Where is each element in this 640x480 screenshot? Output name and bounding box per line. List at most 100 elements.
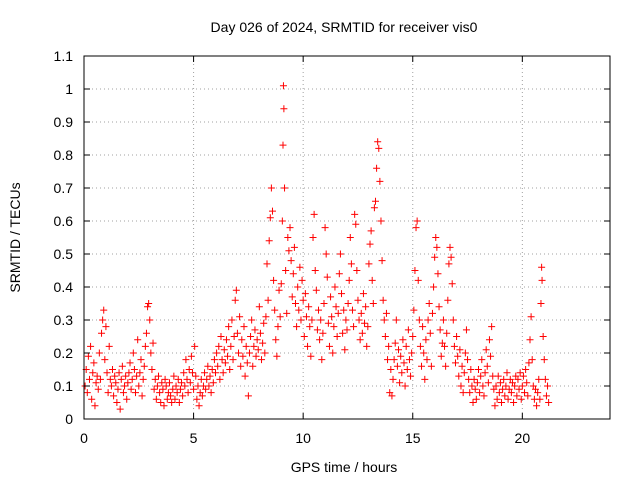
- x-tick-label: 10: [295, 430, 311, 446]
- data-point: [330, 323, 338, 331]
- data-point: [271, 306, 279, 314]
- data-point: [345, 276, 353, 284]
- data-point: [416, 342, 424, 350]
- data-point: [183, 375, 191, 383]
- data-point: [101, 356, 109, 364]
- data-point: [350, 323, 358, 331]
- data-point: [305, 303, 313, 311]
- data-point: [535, 375, 543, 383]
- data-point: [359, 290, 367, 298]
- data-point: [313, 326, 321, 334]
- data-point: [147, 349, 155, 357]
- data-point: [242, 342, 250, 350]
- data-point: [389, 375, 397, 383]
- data-point: [245, 349, 253, 357]
- data-point: [473, 379, 481, 387]
- data-point: [252, 352, 260, 360]
- data-point: [540, 356, 548, 364]
- data-point: [207, 389, 215, 397]
- data-point: [528, 356, 536, 364]
- data-point: [95, 349, 103, 357]
- data-point: [361, 319, 369, 327]
- data-point: [254, 346, 262, 354]
- data-point: [180, 369, 188, 377]
- data-point: [289, 270, 297, 278]
- data-point: [388, 392, 396, 400]
- data-point: [240, 323, 248, 331]
- data-point: [396, 379, 404, 387]
- data-point: [301, 290, 309, 298]
- data-point: [307, 352, 315, 360]
- data-point: [432, 234, 440, 241]
- data-point: [536, 395, 544, 403]
- data-point: [190, 385, 198, 393]
- data-point: [204, 362, 212, 370]
- data-point: [469, 399, 477, 406]
- data-point: [491, 402, 499, 410]
- data-point: [144, 303, 152, 311]
- data-point: [153, 382, 161, 390]
- data-point: [278, 217, 286, 225]
- data-point: [284, 234, 292, 241]
- data-point: [488, 323, 496, 331]
- data-point: [139, 375, 147, 383]
- data-point: [484, 379, 492, 387]
- data-point: [304, 342, 312, 350]
- data-point: [504, 395, 512, 403]
- data-point: [382, 309, 390, 317]
- data-point: [155, 372, 163, 380]
- data-point: [102, 323, 110, 331]
- data-point: [354, 296, 362, 304]
- data-point: [342, 316, 350, 324]
- data-point: [230, 333, 238, 340]
- data-point: [454, 352, 462, 360]
- data-point: [179, 392, 187, 400]
- data-point: [333, 333, 341, 340]
- data-point: [249, 362, 257, 370]
- data-point: [425, 300, 433, 307]
- y-tick-label: 0.3: [54, 312, 74, 328]
- data-point: [285, 247, 293, 255]
- data-point: [133, 372, 141, 380]
- data-point: [421, 375, 429, 383]
- data-point: [283, 309, 291, 317]
- data-point: [384, 356, 392, 364]
- data-point: [448, 280, 456, 288]
- data-point: [358, 329, 366, 337]
- data-point: [507, 389, 515, 397]
- data-point: [286, 224, 294, 232]
- data-point: [185, 366, 193, 373]
- data-point: [182, 356, 190, 364]
- data-point: [170, 372, 178, 380]
- data-point: [344, 300, 352, 307]
- y-axis-label: SRMTID / TECUs: [7, 182, 23, 292]
- data-point: [272, 336, 280, 344]
- data-point: [118, 362, 126, 370]
- data-point: [525, 359, 533, 367]
- data-point: [357, 309, 365, 317]
- data-point: [108, 366, 116, 373]
- data-point: [264, 296, 272, 304]
- data-point: [521, 389, 529, 397]
- data-point: [202, 385, 210, 393]
- data-point: [134, 336, 142, 344]
- data-point: [418, 362, 426, 370]
- data-point: [435, 303, 443, 311]
- data-point: [247, 333, 255, 340]
- data-point: [373, 164, 381, 172]
- data-point: [514, 375, 522, 383]
- data-point: [281, 184, 289, 192]
- data-point: [184, 389, 192, 397]
- data-point: [260, 319, 268, 327]
- data-point: [113, 399, 121, 406]
- data-point: [229, 356, 237, 364]
- data-point: [449, 316, 457, 324]
- data-point: [466, 389, 474, 397]
- data-point: [277, 280, 285, 288]
- data-point: [140, 362, 148, 370]
- data-point: [453, 333, 461, 340]
- data-point: [316, 336, 324, 344]
- data-point: [443, 329, 451, 337]
- data-point: [288, 293, 296, 301]
